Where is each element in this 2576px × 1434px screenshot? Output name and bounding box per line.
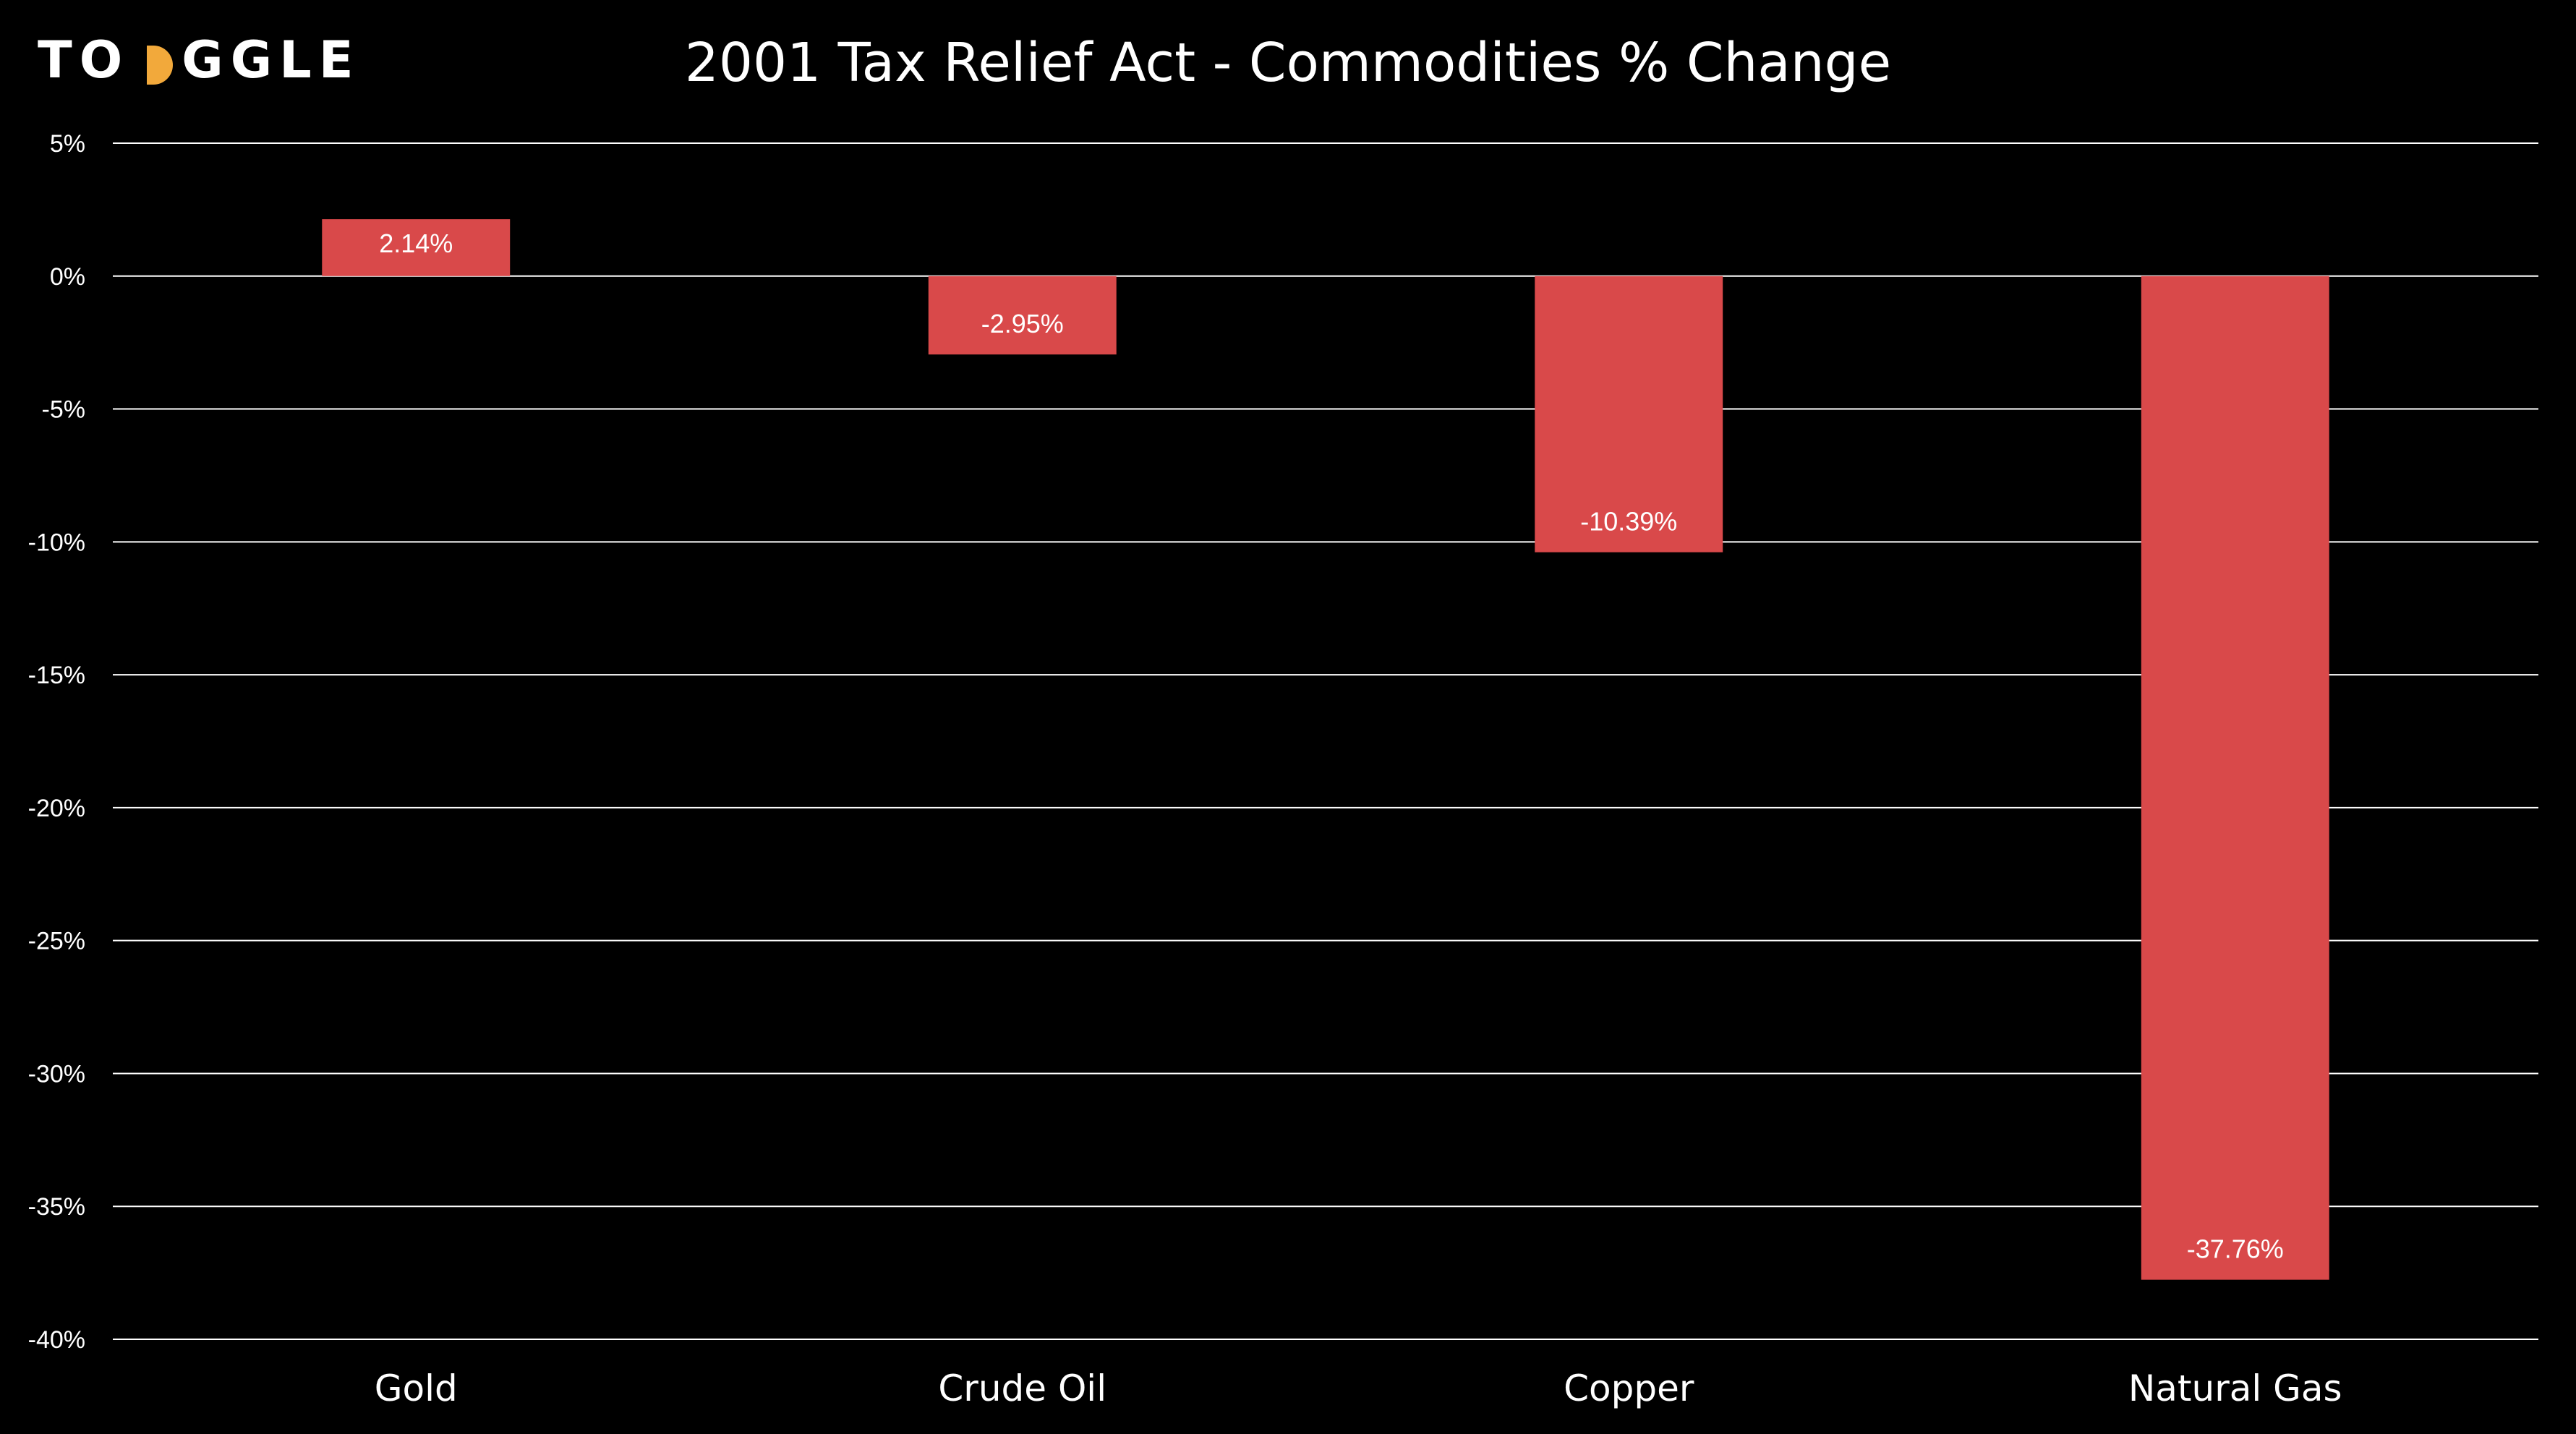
x-tick-label: Copper bbox=[1564, 1367, 1694, 1409]
y-tick-label: 0% bbox=[50, 263, 85, 291]
y-tick-label: -40% bbox=[28, 1326, 85, 1354]
toggle-circle-mark-icon bbox=[132, 39, 174, 85]
y-tick-label: -5% bbox=[42, 396, 85, 424]
x-tick-label: Crude Oil bbox=[938, 1367, 1106, 1409]
x-tick-label: Natural Gas bbox=[2128, 1367, 2342, 1409]
y-tick-label: -25% bbox=[28, 928, 85, 955]
bar-crude-oil bbox=[928, 276, 1117, 355]
logo-text-left: TO bbox=[38, 30, 130, 90]
y-tick-label: -15% bbox=[28, 662, 85, 689]
y-tick-label: -10% bbox=[28, 529, 85, 556]
x-axis-ticks: Gold Crude Oil Copper Natural Gas bbox=[375, 1367, 2342, 1409]
data-label: -10.39% bbox=[1580, 507, 1677, 537]
bar-copper bbox=[1535, 276, 1723, 552]
data-label: -37.76% bbox=[2187, 1234, 2284, 1264]
y-tick-label: -35% bbox=[28, 1193, 85, 1221]
bars bbox=[322, 219, 2329, 1280]
chart-title: 2001 Tax Relief Act - Commodities % Chan… bbox=[684, 32, 1892, 94]
gridlines bbox=[113, 142, 2538, 1340]
y-tick-label: 5% bbox=[50, 130, 85, 158]
data-label: 2.14% bbox=[379, 229, 453, 258]
y-tick-label: -20% bbox=[28, 795, 85, 822]
logo-text-right: GGLE bbox=[182, 30, 361, 90]
bar-natural-gas bbox=[2141, 276, 2329, 1280]
bar-gold bbox=[322, 219, 511, 276]
x-tick-label: Gold bbox=[375, 1367, 458, 1409]
y-tick-label: -30% bbox=[28, 1060, 85, 1088]
data-label: -2.95% bbox=[981, 309, 1064, 338]
y-axis-ticks: 5% 0% -5% -10% -15% -20% -25% -30% -35% -40% bbox=[28, 130, 85, 1354]
data-labels: 2.14% -2.95% -10.39% -37.76% bbox=[379, 229, 2284, 1264]
toggle-logo: TO GGLE bbox=[38, 29, 361, 91]
